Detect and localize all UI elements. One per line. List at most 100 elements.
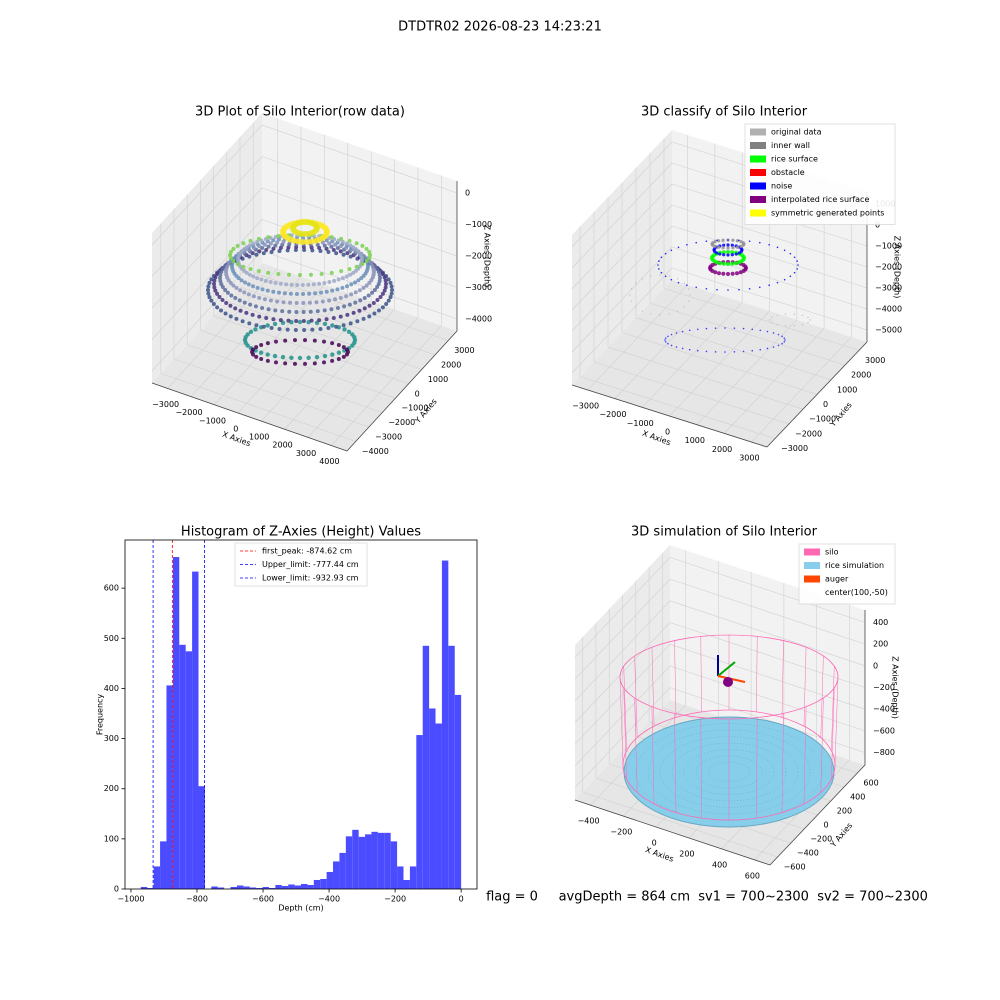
z-tick-label: −1000	[465, 220, 492, 229]
point-decoration	[768, 284, 770, 287]
point-decoration	[784, 325, 787, 327]
point-decoration	[724, 327, 726, 329]
point-decoration	[320, 299, 325, 304]
grid-line	[574, 643, 671, 745]
point-decoration	[294, 291, 299, 296]
point-decoration	[696, 328, 699, 331]
point-decoration	[360, 243, 365, 248]
point-decoration	[278, 281, 283, 286]
y-tick-label: 3000	[865, 356, 885, 365]
point-decoration	[390, 288, 394, 292]
legend-label: obstacle	[771, 168, 805, 177]
point-decoration	[670, 344, 673, 347]
point-decoration	[228, 314, 233, 319]
point-decoration	[378, 295, 383, 300]
point-decoration	[362, 295, 367, 300]
point-decoration	[266, 307, 271, 312]
point-decoration	[347, 267, 352, 272]
point-decoration	[686, 243, 688, 246]
legend-label: auger	[825, 575, 849, 584]
axis-line	[766, 341, 868, 448]
point-decoration	[253, 327, 258, 332]
point-decoration	[218, 279, 223, 284]
point-decoration	[335, 305, 340, 310]
point-decoration	[268, 280, 273, 285]
point-decoration	[246, 282, 251, 287]
histogram-bar	[333, 861, 340, 889]
z-tick-label: −3000	[875, 284, 902, 293]
silo-decoration	[831, 666, 835, 751]
point-decoration	[722, 243, 726, 247]
point-decoration	[280, 354, 286, 360]
point-decoration	[276, 290, 281, 295]
x-tick-label: 2000	[712, 445, 732, 454]
z-tick-label: 400	[873, 618, 888, 627]
grid-line	[607, 346, 804, 410]
point-decoration	[681, 330, 684, 333]
point-decoration	[389, 284, 394, 289]
point-decoration	[251, 294, 256, 299]
point-decoration	[372, 287, 377, 292]
point-decoration	[319, 290, 324, 295]
point-decoration	[338, 249, 343, 254]
point-decoration	[269, 326, 274, 331]
point-decoration	[677, 281, 680, 284]
point-decoration	[259, 357, 264, 362]
point-decoration	[309, 318, 314, 323]
y-tick-label: 600	[104, 584, 119, 593]
grid-line	[574, 622, 671, 723]
point-decoration	[287, 309, 292, 314]
histogram-bar	[422, 645, 430, 889]
point-decoration	[294, 309, 299, 314]
histogram-bar	[243, 886, 250, 889]
histogram-bar	[301, 883, 308, 889]
point-decoration	[766, 330, 769, 333]
point-decoration	[347, 302, 352, 307]
histogram-bar	[403, 879, 410, 889]
point-decoration	[292, 338, 297, 343]
silo-decoration	[781, 713, 784, 813]
point-decoration	[255, 285, 260, 290]
point-decoration	[248, 238, 253, 243]
point-decoration	[215, 291, 220, 296]
point-decoration	[309, 245, 314, 250]
point-decoration	[257, 249, 262, 254]
histogram-bar	[211, 886, 218, 889]
histogram-bar	[236, 885, 244, 889]
point-decoration	[206, 284, 211, 289]
point-decoration	[705, 287, 708, 290]
point-decoration	[793, 313, 796, 315]
point-decoration	[254, 252, 259, 257]
point-decoration	[741, 254, 746, 259]
point-decoration	[233, 306, 238, 311]
silo-decoration	[674, 640, 677, 718]
point-decoration	[357, 308, 362, 313]
point-decoration	[717, 271, 721, 276]
histogram-bar	[185, 651, 193, 889]
point-decoration	[330, 352, 335, 357]
grid-line	[663, 288, 860, 351]
point-decoration	[247, 254, 252, 259]
point-decoration	[322, 339, 326, 344]
point-decoration	[213, 275, 218, 280]
point-decoration	[340, 276, 345, 281]
grid-line	[151, 219, 263, 340]
histogram-bar	[249, 887, 257, 889]
point-decoration	[705, 327, 708, 330]
point-decoration	[295, 282, 300, 287]
point-decoration	[275, 299, 280, 304]
point-decoration	[726, 250, 730, 254]
y-tick-label: −3000	[375, 433, 402, 442]
point-decoration	[378, 276, 382, 280]
point-decoration	[667, 342, 669, 345]
point-decoration	[228, 256, 233, 261]
y-tick-label: −2000	[388, 418, 415, 427]
legend-label: symmetric generated points	[771, 209, 884, 218]
grid-line	[571, 267, 673, 374]
point-decoration	[211, 302, 216, 307]
point-decoration	[339, 236, 344, 241]
point-decoration	[380, 305, 385, 310]
point-decoration	[735, 245, 740, 249]
y-tick-label: 0	[824, 821, 829, 830]
point-decoration	[314, 320, 320, 326]
